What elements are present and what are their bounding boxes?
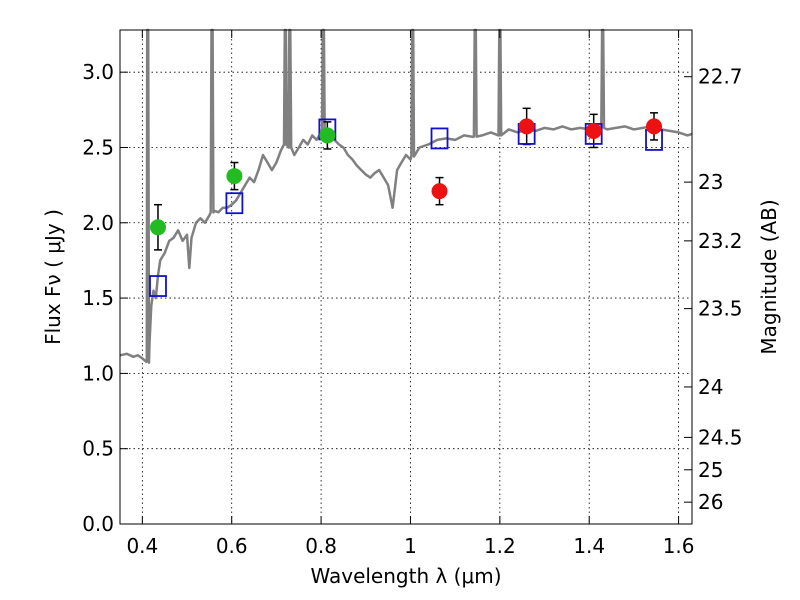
near-IR-photometry-point [518, 118, 535, 135]
y-tick-label: 1.0 [82, 361, 114, 385]
x-tick-label: 1 [404, 534, 417, 558]
magnitude-tick-label: 23.5 [698, 297, 743, 321]
x-tick-label: 1.6 [663, 534, 695, 558]
magnitude-tick-label: 25 [698, 458, 723, 482]
magnitude-tick-label: 24 [698, 375, 723, 399]
y-axis-title-left: Flux Fν ( μJy ) [41, 209, 65, 345]
x-tick-label: 1.2 [484, 534, 516, 558]
model-photometry-point [149, 275, 167, 297]
near-IR-photometry-point [431, 183, 448, 200]
x-tick-label: 0.4 [126, 534, 158, 558]
magnitude-tick-label: 26 [698, 490, 723, 514]
y-tick-label: 2.0 [82, 211, 114, 235]
x-axis-title: Wavelength λ (μm) [310, 564, 501, 588]
x-tick-label: 0.8 [305, 534, 337, 558]
y-tick-label: 0.0 [82, 512, 114, 536]
model-photometry-point [430, 127, 449, 150]
near-IR-photometry-point [585, 122, 602, 139]
x-tick-label: 1.4 [573, 534, 605, 558]
plot-frame [119, 29, 693, 525]
magnitude-tick-label: 23.2 [698, 229, 743, 253]
y-tick-label: 2.5 [82, 135, 114, 159]
y-axis-title-right: Magnitude (AB) [757, 199, 781, 354]
x-tick-label: 0.6 [216, 534, 248, 558]
optical-photometry-point [319, 127, 336, 144]
axis-ticks [120, 30, 692, 525]
y-tick-label: 3.0 [82, 60, 114, 84]
y-tick-label: 1.5 [82, 286, 114, 310]
tick-labels: 0.4 0.6 0.8 1 1.2 1.4 1.6 0.0 0.5 1.0 1.5 2.0 2.5 3.0… [82, 60, 742, 558]
magnitude-tick-label: 24.5 [698, 425, 743, 449]
optical-photometry-point [226, 168, 243, 185]
optical-photometry-point [149, 219, 166, 236]
y-tick-label: 0.5 [82, 437, 114, 461]
near-IR-photometry-point [646, 118, 663, 135]
data-markers [149, 118, 663, 297]
magnitude-tick-label: 23 [698, 170, 723, 194]
magnitude-tick-label: 22.7 [698, 65, 743, 89]
model-photometry-point [225, 192, 244, 215]
